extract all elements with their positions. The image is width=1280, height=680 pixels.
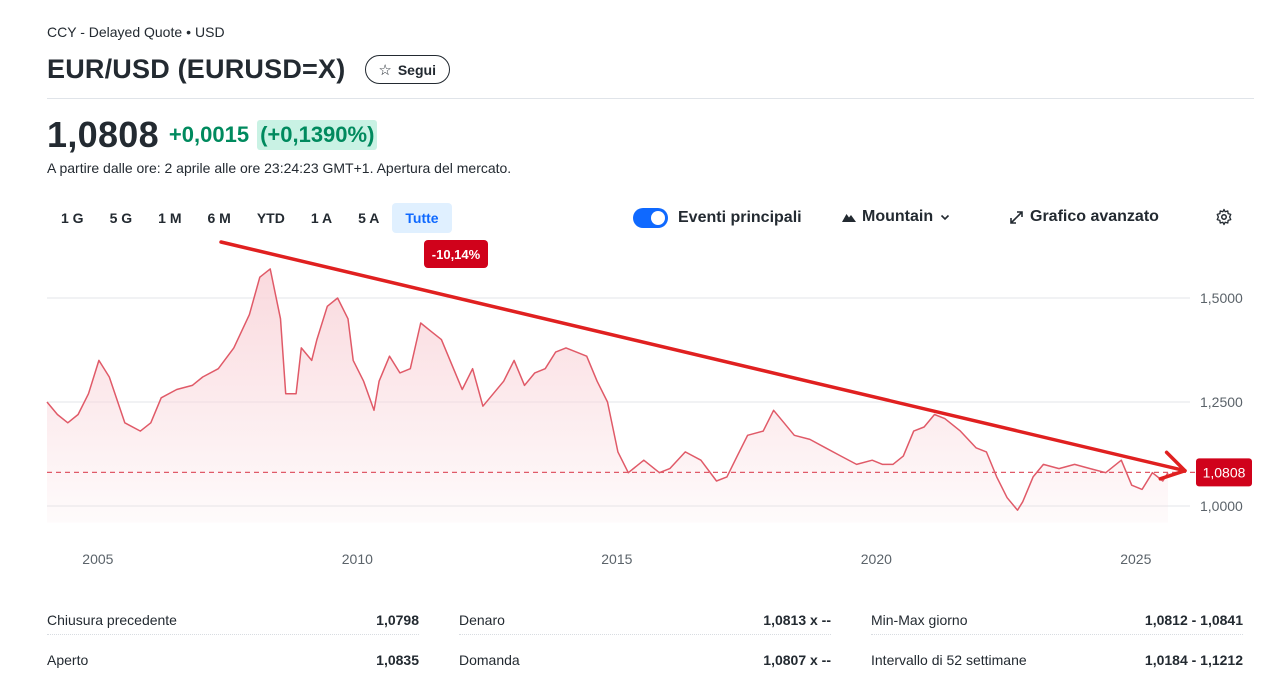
current-price: 1,0808 xyxy=(47,114,159,155)
range-tab-5g[interactable]: 5 G xyxy=(109,210,133,226)
chevron-down-icon xyxy=(941,214,950,221)
star-icon: ☆ xyxy=(378,61,392,79)
range-tab-5a[interactable]: 5 A xyxy=(358,210,380,226)
current-price-tag-label: 1,0808 xyxy=(1203,464,1246,480)
price-change-percent: (+0,1390%) xyxy=(257,120,378,150)
stat-label: Domanda xyxy=(459,652,520,668)
x-tick-label: 2020 xyxy=(861,551,892,567)
price-line xyxy=(46,268,1169,511)
stat-label: Intervallo di 52 settimane xyxy=(871,652,1027,668)
as-of-timestamp: A partire dalle ore: 2 aprile alle ore 2… xyxy=(47,160,512,176)
range-tab-ytd[interactable]: YTD xyxy=(256,210,285,226)
header-divider xyxy=(47,98,1254,99)
currency-label: USD xyxy=(195,24,225,40)
key-events-toggle[interactable]: Eventi principali xyxy=(633,208,802,228)
stat-row: Min-Max giorno 1,0812 - 1,0841 xyxy=(871,605,1243,635)
stat-row: Domanda 1,0807 x -- xyxy=(459,645,831,675)
x-tick-label: 2005 xyxy=(82,551,113,567)
stat-value: 1,0807 x -- xyxy=(763,652,831,668)
meta-separator: • xyxy=(186,24,192,40)
range-tab-1a[interactable]: 1 A xyxy=(310,210,333,226)
stats-column: Denaro 1,0813 x -- Domanda 1,0807 x -- xyxy=(459,605,831,675)
range-performance-badge: -10,14% xyxy=(424,240,488,268)
follow-button[interactable]: ☆ Segui xyxy=(365,55,450,84)
y-tick-label: 1,5000 xyxy=(1200,290,1243,306)
y-tick-label: 1,0000 xyxy=(1200,498,1243,514)
stat-label: Chiusura precedente xyxy=(47,611,177,628)
page-title: EUR/USD (EURUSD=X) xyxy=(47,54,346,84)
chart-type-label: Mountain xyxy=(862,208,934,225)
stat-row: Intervallo di 52 settimane 1,0184 - 1,121… xyxy=(871,645,1243,675)
mountain-icon xyxy=(842,214,856,222)
x-tick-label: 2015 xyxy=(601,551,632,567)
advanced-chart-button[interactable]: Grafico avanzato xyxy=(1009,208,1159,226)
stats-column: Min-Max giorno 1,0812 - 1,0841 Intervallo … xyxy=(871,605,1243,675)
price-chart[interactable]: 1,5000 1,2500 1,0000 2005 2010 2015 2020 2025 1,… xyxy=(0,240,1280,580)
stat-value: 1,0812 - 1,0841 xyxy=(1144,611,1243,628)
stat-value: 1,0813 x -- xyxy=(763,611,831,628)
chart-type-dropdown[interactable]: Mountain xyxy=(842,208,951,226)
range-tab-tutte[interactable]: Tutte xyxy=(392,203,452,233)
stat-value: 1,0835 xyxy=(376,652,419,668)
current-price-tag xyxy=(1196,458,1252,487)
quote-meta: CCY - Delayed Quote • USD xyxy=(47,24,225,40)
stat-row: Aperto 1,0835 xyxy=(47,645,419,675)
stat-label: Min-Max giorno xyxy=(871,611,968,628)
key-events-label: Eventi principali xyxy=(678,209,802,226)
stat-label: Denaro xyxy=(459,611,505,628)
stat-label: Aperto xyxy=(47,652,89,668)
toggle-switch[interactable] xyxy=(633,208,668,228)
range-tab-6m[interactable]: 6 M xyxy=(207,210,231,226)
x-tick-label: 2010 xyxy=(342,551,373,567)
price-row: 1,0808 +0,0015 (+0,1390%) xyxy=(47,114,378,156)
range-tab-1m[interactable]: 1 M xyxy=(158,210,182,226)
price-change: +0,0015 xyxy=(168,122,250,147)
toggle-knob xyxy=(651,211,665,225)
annotation-arrow-shaft xyxy=(219,240,1187,473)
advanced-chart-label: Grafico avanzato xyxy=(1030,208,1159,225)
gear-icon xyxy=(1216,208,1232,226)
chart-settings-button[interactable] xyxy=(1215,208,1233,226)
annotation-arrow-head xyxy=(1158,450,1187,481)
area-fill xyxy=(47,268,1168,523)
expand-icon xyxy=(1010,210,1023,224)
stat-row: Chiusura precedente 1,0798 xyxy=(47,605,419,635)
stat-row: Denaro 1,0813 x -- xyxy=(459,605,831,635)
title-row: EUR/USD (EURUSD=X) ☆ Segui xyxy=(47,54,450,85)
stats-column: Chiusura precedente 1,0798 Aperto 1,0835 xyxy=(47,605,419,675)
stat-value: 1,0184 - 1,1212 xyxy=(1144,652,1243,668)
y-tick-label: 1,2500 xyxy=(1200,394,1243,410)
stat-value: 1,0798 xyxy=(376,611,419,628)
exchange-label: CCY - Delayed Quote xyxy=(47,24,183,40)
follow-label: Segui xyxy=(397,61,436,78)
x-tick-label: 2025 xyxy=(1120,551,1151,567)
range-tab-1g[interactable]: 1 G xyxy=(61,210,84,226)
range-selector: 1 G 5 G 1 M 6 M YTD 1 A 5 A Tutte xyxy=(48,203,452,233)
